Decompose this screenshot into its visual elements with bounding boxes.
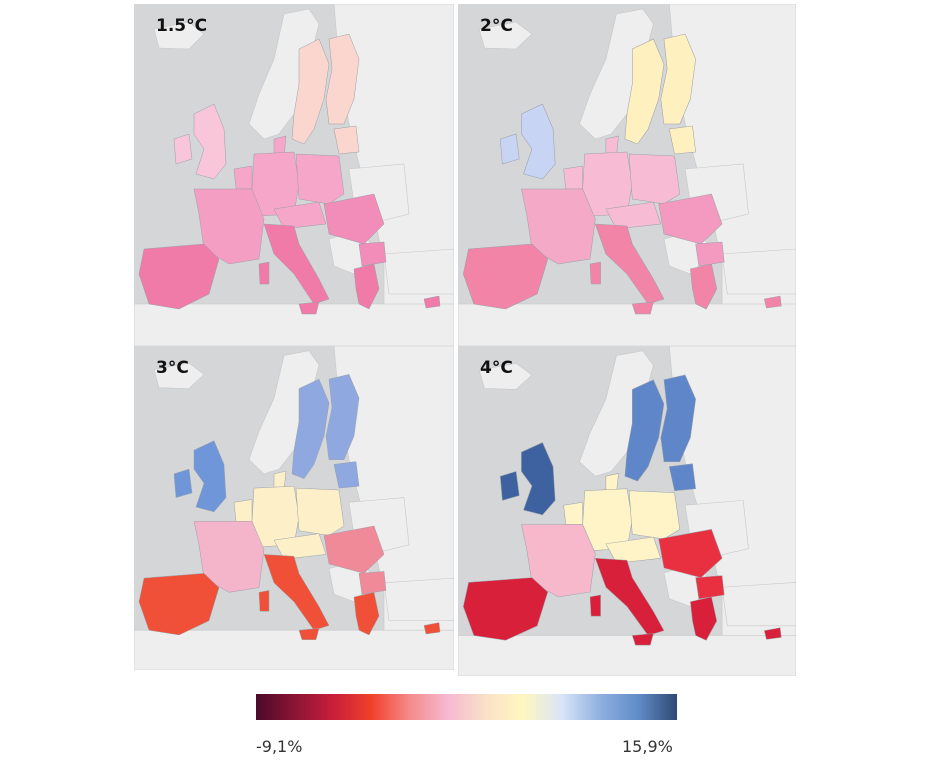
region-iberia [138, 243, 220, 310]
land-turkey [721, 582, 796, 627]
land-iceland [478, 363, 533, 390]
region-france [193, 521, 265, 593]
region-ireland [173, 133, 193, 165]
land-norway [579, 8, 654, 140]
region-bulgaria [358, 571, 387, 595]
land-iceland [478, 21, 533, 50]
legend-max-label: 15,9% [622, 737, 673, 756]
region-finland [325, 33, 360, 125]
panel-title: 2°C [480, 16, 513, 36]
region-sicily [631, 301, 654, 315]
region-ireland [499, 471, 520, 501]
map-panel-2c: 2°C [458, 4, 796, 346]
panel-title: 1.5°C [156, 16, 208, 36]
region-bulgaria [695, 241, 725, 267]
legend-min-label: -9,1% [256, 737, 303, 756]
region-greece [353, 592, 380, 636]
region-sweden [291, 38, 330, 145]
region-benelux [233, 165, 253, 190]
region-finland [325, 374, 360, 460]
region-poland [628, 490, 681, 540]
land-iceland [153, 362, 205, 389]
region-baltics [668, 463, 696, 491]
region-iberia [463, 243, 549, 310]
region-benelux [233, 499, 253, 522]
region-uk [521, 103, 556, 180]
region-iberia [138, 573, 220, 636]
map-panel-4c: 4°C [458, 346, 796, 676]
map-panel-1-5c: 1.5°C [134, 4, 454, 346]
region-baltics [333, 461, 360, 489]
land-turkey [383, 248, 454, 295]
map-2c [458, 4, 796, 346]
region-finland [660, 33, 696, 125]
region-france [521, 524, 596, 598]
region-cyprus [423, 622, 441, 635]
region-france [521, 188, 596, 265]
land-norway [579, 350, 654, 477]
region-sicily [298, 628, 320, 640]
panel-title: 4°C [480, 358, 513, 378]
region-czech-austria [273, 201, 327, 230]
region-iberia [463, 577, 549, 641]
region-czech-austria [605, 536, 662, 564]
region-ireland [499, 133, 520, 165]
map-4c [458, 346, 796, 676]
region-cyprus [763, 627, 782, 640]
region-hungary-romania [323, 525, 385, 574]
region-uk [193, 440, 227, 513]
panel-title: 3°C [156, 358, 189, 378]
region-italy [263, 554, 330, 631]
region-italy [594, 558, 665, 636]
region-greece [353, 263, 380, 310]
region-cyprus [763, 295, 782, 309]
region-sardinia [258, 590, 270, 612]
land-africa [134, 303, 454, 346]
land-africa [134, 629, 454, 670]
region-sweden [624, 38, 665, 145]
region-sicily [298, 301, 320, 315]
region-greece [690, 263, 718, 310]
region-sardinia [589, 594, 601, 617]
region-bulgaria [358, 241, 387, 267]
region-bulgaria [695, 575, 725, 600]
region-sicily [631, 633, 654, 646]
land-turkey [721, 248, 796, 295]
region-finland [660, 374, 696, 463]
region-france [193, 188, 265, 265]
region-baltics [668, 125, 696, 155]
color-scale-legend [256, 694, 677, 720]
region-hungary-romania [658, 529, 723, 578]
region-poland [628, 153, 681, 205]
region-cyprus [423, 295, 441, 309]
map-3c [134, 346, 454, 670]
region-italy [594, 223, 665, 305]
region-uk [521, 442, 556, 516]
region-sweden [291, 378, 330, 479]
region-greece [690, 596, 718, 641]
region-uk [193, 103, 227, 180]
map-1-5c [134, 4, 454, 346]
region-sardinia [589, 261, 601, 285]
land-turkey [383, 577, 454, 622]
region-sardinia [258, 261, 270, 285]
land-iceland [153, 21, 205, 50]
region-baltics [333, 125, 360, 155]
region-sweden [624, 379, 665, 482]
region-poland [295, 487, 345, 536]
land-africa [458, 635, 796, 676]
land-norway [248, 350, 320, 475]
region-benelux [563, 502, 583, 525]
land-africa [458, 303, 796, 346]
region-ireland [173, 468, 193, 498]
region-benelux [563, 165, 583, 190]
region-poland [295, 153, 345, 205]
region-czech-austria [273, 533, 327, 560]
region-italy [263, 223, 330, 305]
land-norway [248, 8, 320, 140]
map-panel-3c: 3°C [134, 346, 454, 670]
region-hungary-romania [658, 193, 723, 245]
region-hungary-romania [323, 193, 385, 245]
region-czech-austria [605, 201, 662, 230]
